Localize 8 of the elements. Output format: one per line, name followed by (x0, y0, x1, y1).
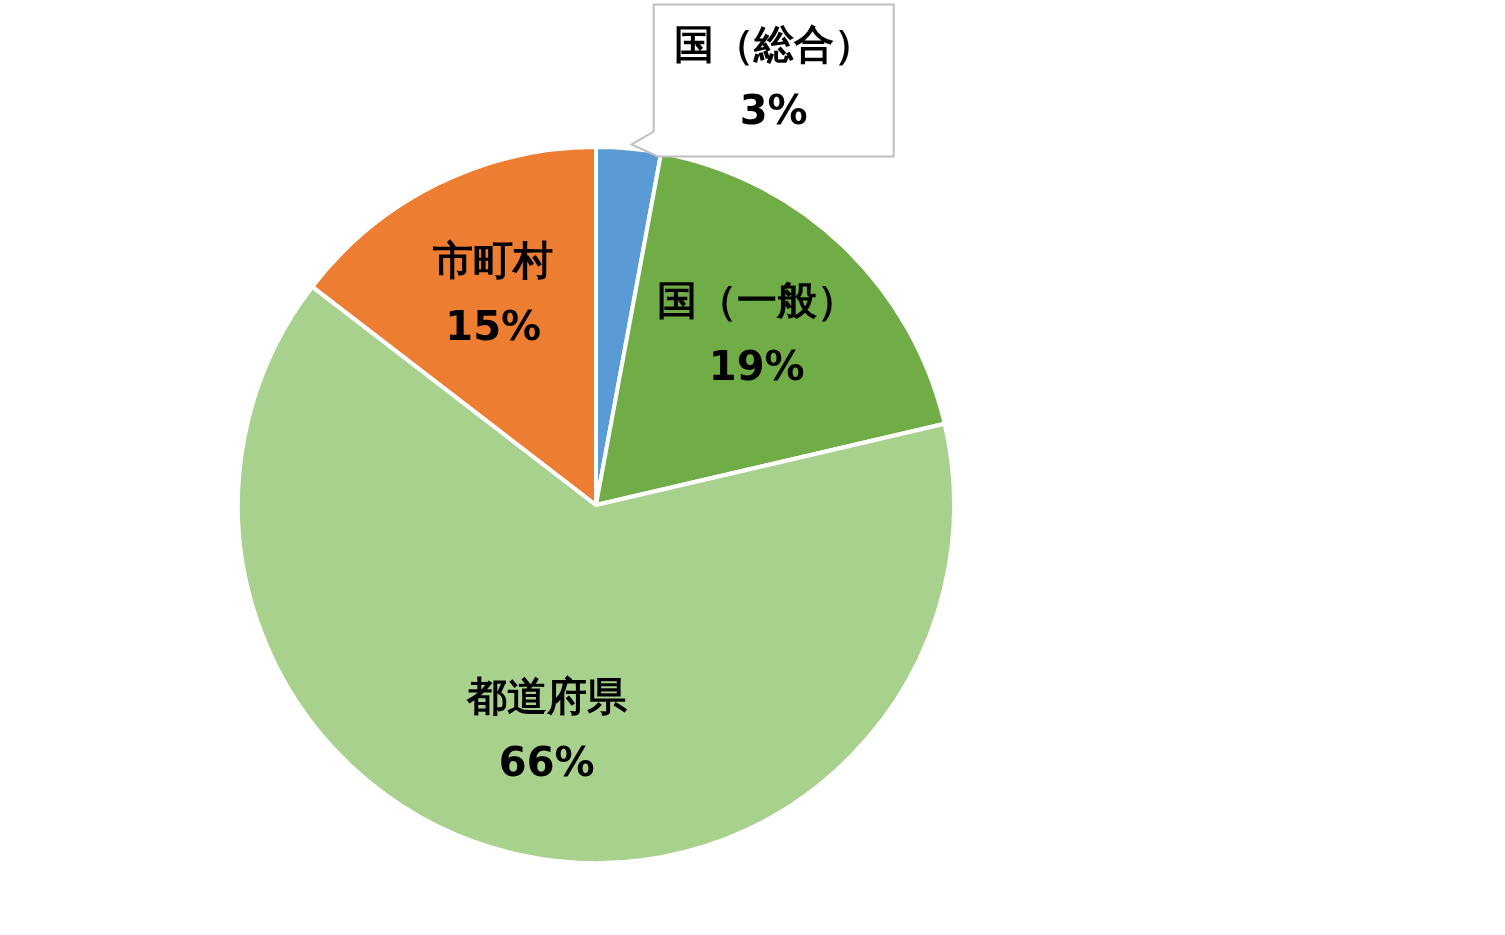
data-label: 3% (739, 86, 808, 133)
slice-label: 国（総合） (673, 20, 874, 67)
data-label: 15% (445, 302, 542, 349)
data-label: 66% (498, 738, 595, 785)
slice-label: 国（一般） (656, 277, 857, 324)
slice-label: 市町村 (432, 236, 554, 283)
data-label: 19% (708, 343, 805, 390)
slice-label: 都道府県 (465, 672, 628, 719)
